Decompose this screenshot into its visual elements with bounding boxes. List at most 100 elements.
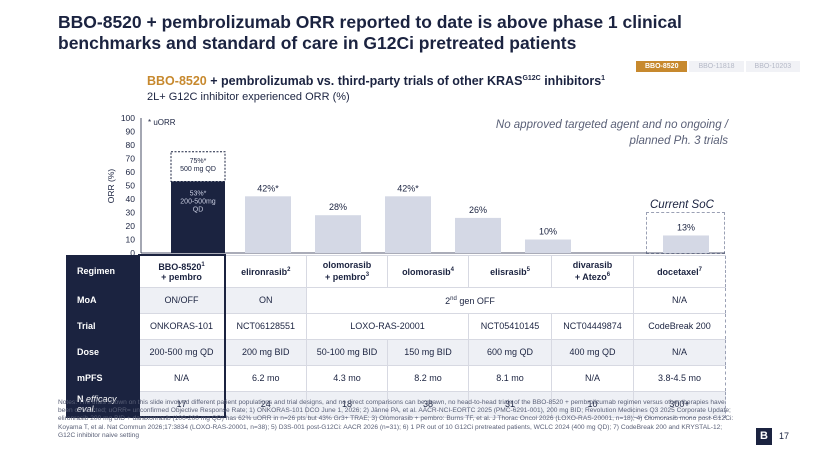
bar	[385, 196, 431, 253]
header-divarasib-atezo: divarasib + Atezo6	[551, 254, 634, 288]
row-header-regimen: Regimen	[66, 254, 139, 288]
table-row-n: N efficacy eval. 17 24 18 38 31 10 300+	[66, 390, 726, 418]
bar-label-top-2: 500 mg QD	[180, 166, 216, 173]
subtitle-sup: G12C	[522, 74, 541, 82]
cell-dose: 200-500 mg QD	[137, 338, 226, 366]
header-olomorasib-pembro: olomorasib + pembro3	[306, 254, 388, 288]
bar	[663, 235, 709, 253]
chart-subtitle-line2: 2L+ G12C inhibitor experienced ORR (%)	[147, 91, 350, 103]
company-logo: B	[756, 428, 772, 445]
bar-value-label: 26%	[469, 205, 487, 215]
row-header-mpfs: mPFS	[66, 364, 139, 392]
cell-dose: N/A	[633, 338, 726, 366]
y-tick-label: 20	[126, 221, 136, 231]
cell-dose: 50-100 mg BID	[306, 338, 388, 366]
y-tick-label: 40	[126, 194, 136, 204]
y-tick-label: 100	[121, 113, 135, 123]
header-elisrasib: elisrasib5	[468, 254, 552, 288]
cell-n: 17	[137, 390, 226, 418]
bar-bbo-200-500mg	[171, 181, 225, 253]
cell-n: 18	[306, 390, 388, 418]
subtitle-text: + pembrolizumab vs. third-party trials o…	[206, 74, 523, 88]
cell-mpfs: N/A	[551, 364, 634, 392]
cell-dose: 150 mg BID	[387, 338, 469, 366]
y-tick-label: 50	[126, 181, 136, 191]
table-header-row: Regimen BBO-85201 + pembro elironrasib2 o…	[66, 254, 726, 288]
bar-value-label: 13%	[677, 222, 695, 232]
cell-n: 10	[551, 390, 634, 418]
bar-bbo-500mg-uorr	[170, 151, 226, 182]
row-header-moa: MoA	[66, 286, 139, 314]
y-tick-label: 0	[130, 248, 135, 258]
table-row-moa: MoA ON/OFF ON 2nd gen OFF N/A	[66, 286, 726, 314]
tab-bbo-8520[interactable]: BBO-8520	[636, 61, 688, 72]
y-tick-label: 60	[126, 167, 136, 177]
current-soc-label: Current SoC	[650, 199, 714, 211]
table-row-mpfs: mPFS N/A 6.2 mo 4.3 mo 8.2 mo 8.1 mo N/A…	[66, 364, 726, 392]
cell-moa-bbo: ON/OFF	[137, 286, 226, 314]
cell-trial-divarasib: NCT04449874	[551, 312, 634, 340]
y-tick-label: 70	[126, 154, 136, 164]
cell-moa-docetaxel: N/A	[633, 286, 726, 314]
subtitle-text-2: inhibitors	[540, 74, 602, 88]
bar-label-base-2: 200-500mg	[180, 198, 216, 205]
y-tick-label: 80	[126, 140, 136, 150]
current-soc-box	[646, 212, 725, 254]
subtitle-footnote-ref: 1	[601, 74, 606, 82]
header-docetaxel: docetaxel7	[633, 254, 726, 288]
trial-comparison-table: Regimen BBO-85201 + pembro elironrasib2 o…	[66, 254, 726, 418]
cell-mpfs: 8.1 mo	[468, 364, 552, 392]
header-elironrasib: elironrasib2	[224, 254, 307, 288]
bar-value-label: 42%*	[397, 183, 419, 193]
cell-moa-elironrasib: ON	[224, 286, 307, 314]
cell-trial-elisrasib: NCT05410145	[468, 312, 552, 340]
page-number: 17	[779, 431, 790, 441]
cell-n: 38	[387, 390, 469, 418]
row-header-n: N efficacy eval.	[66, 390, 139, 418]
uorr-note: * uORR	[148, 118, 176, 127]
cell-dose: 200 mg BID	[224, 338, 307, 366]
y-axis-label: ORR (%)	[106, 169, 116, 204]
table-row-dose: Dose 200-500 mg QD 200 mg BID 50-100 mg …	[66, 338, 726, 366]
cell-mpfs: N/A	[137, 364, 226, 392]
row-header-dose: Dose	[66, 338, 139, 366]
bar-label-base-1: 53%*	[190, 190, 207, 197]
y-tick-label: 30	[126, 208, 136, 218]
bar	[315, 215, 361, 253]
tab-bbo-10203[interactable]: BBO-10203	[745, 61, 801, 72]
header-bbo-8520: BBO-85201 + pembro	[137, 254, 226, 288]
bar-value-label: 10%	[539, 227, 557, 237]
cell-moa-2nd-gen: 2nd gen OFF	[306, 286, 634, 314]
cell-dose: 600 mg QD	[468, 338, 552, 366]
footnote: Notes: The trials shown on this slide in…	[58, 399, 734, 439]
cell-mpfs: 6.2 mo	[224, 364, 307, 392]
cell-trial-docetaxel: CodeBreak 200	[633, 312, 726, 340]
y-tick-label: 10	[126, 235, 136, 245]
header-olomorasib: olomorasib4	[387, 254, 469, 288]
cell-trial-elironrasib: NCT06128551	[224, 312, 307, 340]
bar	[525, 239, 571, 253]
row-header-trial: Trial	[66, 312, 139, 340]
cell-dose: 400 mg QD	[551, 338, 634, 366]
bar-value-label: 28%	[329, 202, 347, 212]
bar-value-label: 42%*	[257, 183, 279, 193]
subtitle-accent: BBO-8520	[147, 74, 207, 88]
cell-n: 24	[224, 390, 307, 418]
cell-mpfs: 8.2 mo	[387, 364, 469, 392]
orr-bar-chart: 0 10 20 30 40 50 60 70 80 90 100 ORR (%) 75%*500 mg …	[106, 113, 725, 258]
cell-mpfs: 4.3 mo	[306, 364, 388, 392]
no-approved-note: No approved targeted agent and no ongoin…	[495, 119, 728, 147]
page-title: BBO-8520 + pembrolizumab ORR reported to…	[58, 12, 682, 53]
bar	[245, 196, 291, 253]
cell-trial-bbo: ONKORAS-101	[137, 312, 226, 340]
chart-subtitle: BBO-8520 + pembrolizumab vs. third-party…	[147, 74, 605, 88]
product-tabs: BBO-8520 BBO-11818 BBO-10203	[636, 61, 801, 72]
tab-bbo-11818[interactable]: BBO-11818	[689, 61, 744, 72]
bar-label-base-3: QD	[193, 206, 204, 213]
cell-n: 300+	[633, 390, 726, 418]
cell-mpfs: 3.8-4.5 mo	[633, 364, 726, 392]
cell-trial-olomorasib: LOXO-RAS-20001	[306, 312, 469, 340]
y-tick-label: 90	[126, 127, 136, 137]
table-row-trial: Trial ONKORAS-101 NCT06128551 LOXO-RAS-2…	[66, 312, 726, 340]
cell-n: 31	[468, 390, 552, 418]
